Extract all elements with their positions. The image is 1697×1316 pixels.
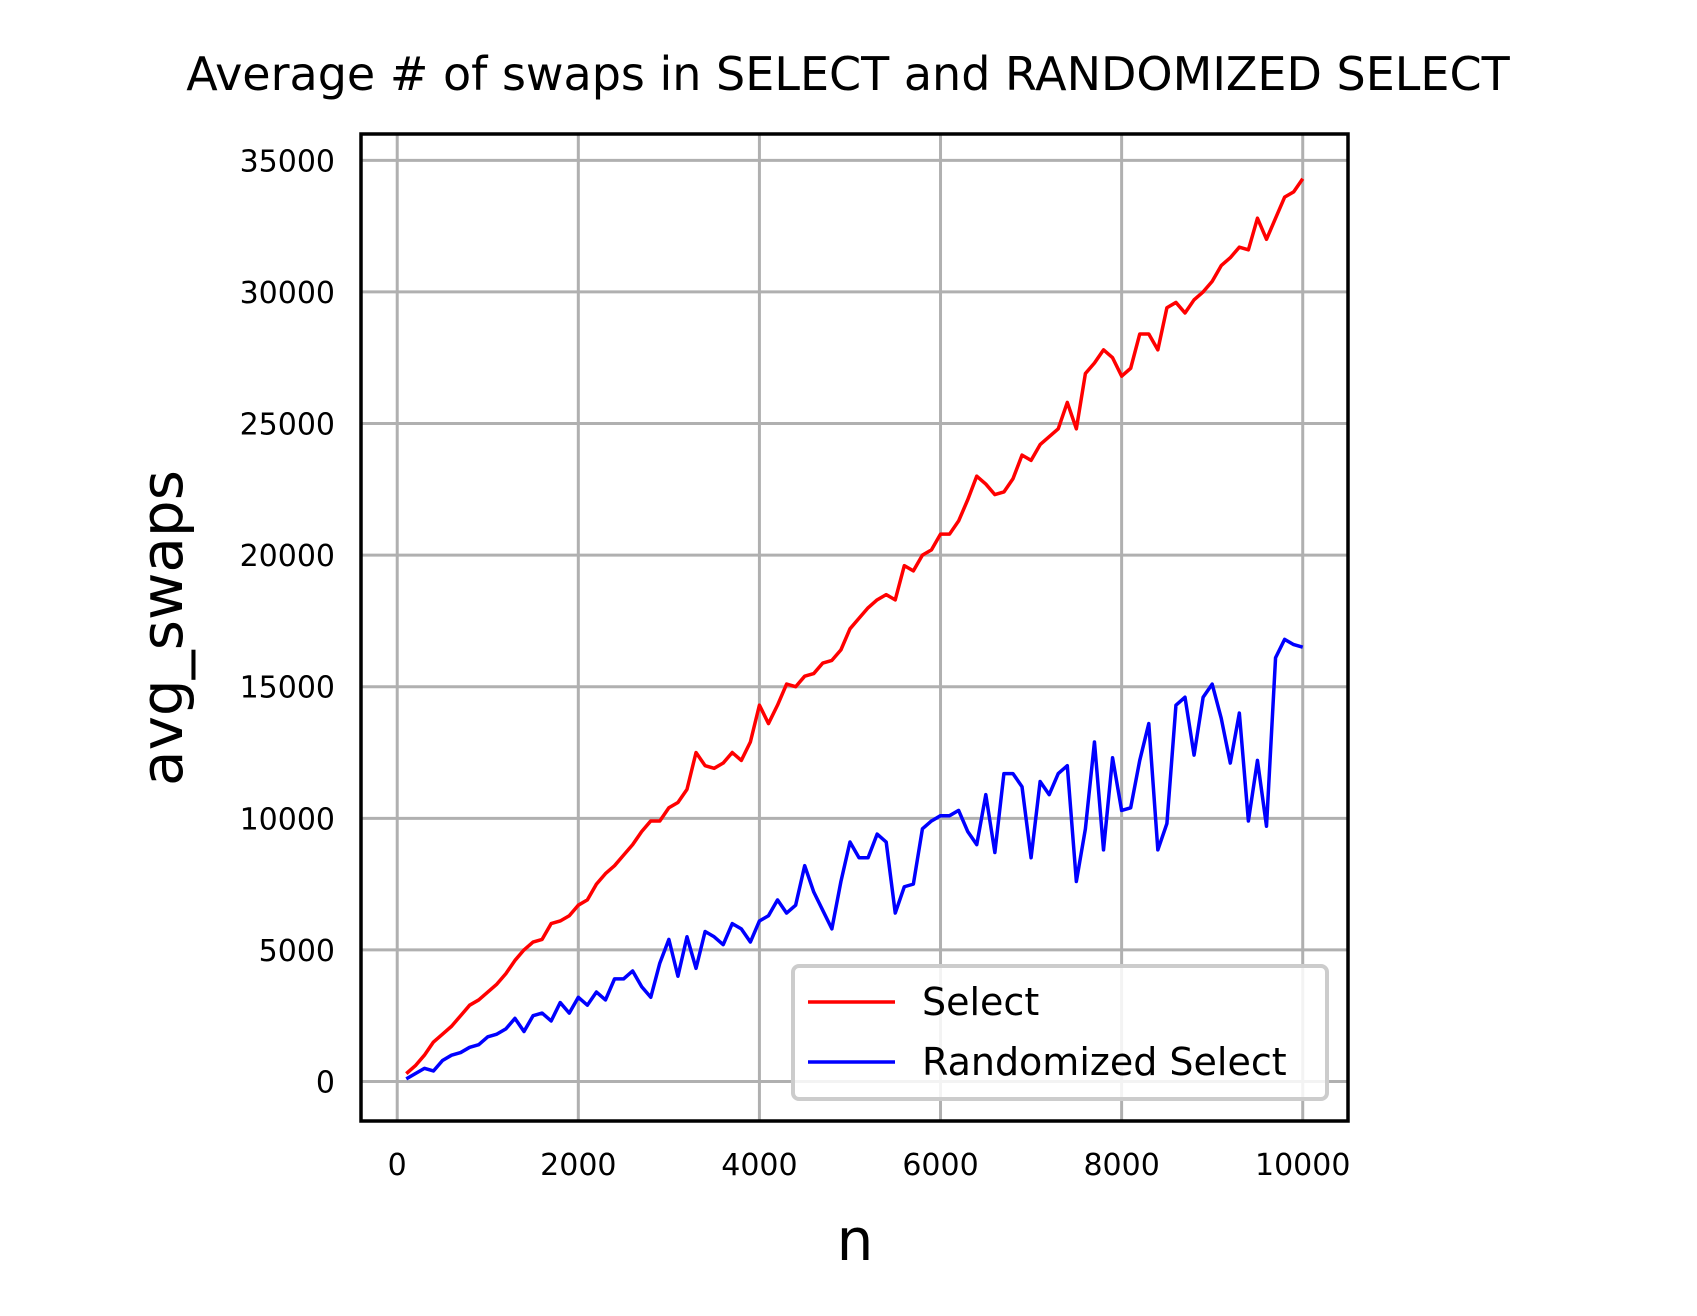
x-tick-label: 8000 bbox=[1083, 1148, 1159, 1183]
legend-box bbox=[791, 964, 1329, 1101]
series-line-select bbox=[405, 177, 1305, 1075]
chart-title: Average # of swaps in SELECT and RANDOMI… bbox=[186, 47, 1510, 101]
x-tick-label: 10000 bbox=[1255, 1148, 1350, 1183]
x-axis-label: n bbox=[837, 1206, 874, 1274]
grid bbox=[361, 134, 1348, 1121]
y-tick-label: 20000 bbox=[240, 539, 335, 574]
y-tick-label: 5000 bbox=[259, 934, 335, 969]
x-ticks: 0 2000 4000 6000 8000 10000 bbox=[388, 1148, 1351, 1183]
y-tick-label: 25000 bbox=[240, 408, 335, 443]
y-tick-label: 15000 bbox=[240, 671, 335, 706]
legend-label-select: Select bbox=[922, 980, 1039, 1024]
legend-label-randomized-select: Randomized Select bbox=[922, 1040, 1287, 1084]
y-tick-label: 35000 bbox=[240, 144, 335, 179]
y-tick-label: 0 bbox=[316, 1066, 335, 1101]
x-tick-label: 4000 bbox=[721, 1148, 797, 1183]
x-tick-label: 2000 bbox=[540, 1148, 616, 1183]
series-layer bbox=[405, 177, 1305, 1081]
series-line-randomized-select bbox=[405, 637, 1304, 1081]
plot-frame bbox=[359, 132, 1350, 1123]
y-tick-label: 10000 bbox=[240, 802, 335, 837]
y-ticks: 0 5000 10000 15000 20000 25000 30000 35000 bbox=[240, 144, 335, 1100]
y-axis-label: avg_swaps bbox=[128, 470, 196, 786]
legend: Select Randomized Select bbox=[791, 964, 1329, 1101]
x-tick-label: 0 bbox=[388, 1148, 407, 1183]
y-tick-label: 30000 bbox=[240, 276, 335, 311]
x-tick-label: 6000 bbox=[902, 1148, 978, 1183]
